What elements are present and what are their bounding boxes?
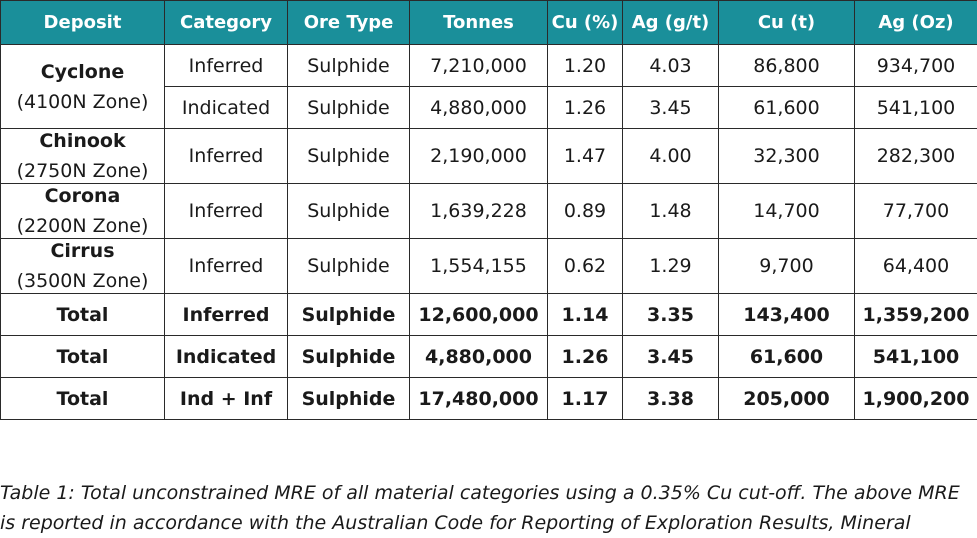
caption-line-1: Table 1: Total unconstrained MRE of all … [0,482,960,504]
cu-pct-cell: 0.89 [547,183,623,239]
caption-line-2: is reported in accordance with the Austr… [0,512,911,534]
ore-type-cell: Sulphide [287,86,410,129]
cu-t-cell: 86,800 [718,44,855,87]
total-row: Total Indicated Sulphide 4,880,000 1.26 … [0,335,977,378]
ore-type-cell: Sulphide [287,183,410,239]
cu-pct-cell: 1.17 [547,377,623,420]
table-row: Chinook (2750N Zone) Inferred Sulphide 2… [0,128,977,184]
cu-t-cell: 61,600 [718,86,855,129]
ag-oz-cell: 1,900,200 [854,377,977,420]
total-label: Total [0,293,165,336]
ag-gt-cell: 1.29 [622,238,719,294]
deposit-name: Chinook [39,130,126,152]
cu-t-cell: 205,000 [718,377,855,420]
table-row: Cyclone (4100N Zone) Inferred Sulphide 7… [0,44,977,129]
ag-oz-cell: 541,100 [854,86,977,129]
deposit-zone: (3500N Zone) [16,270,149,292]
deposit-zone: (2750N Zone) [16,160,149,182]
cu-pct-cell: 1.47 [547,128,623,184]
category-cell: Indicated [164,335,288,378]
tonnes-cell: 7,210,000 [409,44,548,87]
tonnes-cell: 1,639,228 [409,183,548,239]
header-deposit: Deposit [0,0,165,45]
deposit-name: Cirrus [50,240,115,262]
deposit-cell: Chinook (2750N Zone) [0,128,165,184]
cu-pct-cell: 1.26 [547,335,623,378]
ag-gt-cell: 1.48 [622,183,719,239]
category-cell: Inferred [164,183,288,239]
header-category: Category [164,0,288,45]
table-caption: Table 1: Total unconstrained MRE of all … [0,478,977,538]
category-cell: Inferred [164,238,288,294]
mre-table: Deposit Category Ore Type Tonnes Cu (%) … [0,0,977,420]
tonnes-cell: 4,880,000 [409,86,548,129]
tonnes-cell: 12,600,000 [409,293,548,336]
deposit-cell: Corona (2200N Zone) [0,183,165,239]
total-label: Total [0,377,165,420]
ag-gt-cell: 3.35 [622,293,719,336]
table-row: Indicated Sulphide 4,880,000 1.26 3.45 6… [1,86,977,129]
cu-pct-cell: 1.26 [547,86,623,129]
total-row: Total Ind + Inf Sulphide 17,480,000 1.17… [0,377,977,420]
ag-gt-cell: 4.03 [622,44,719,87]
total-row: Total Inferred Sulphide 12,600,000 1.14 … [0,293,977,336]
deposit-cell: Cyclone (4100N Zone) [0,44,165,129]
category-cell: Inferred [164,293,288,336]
table-row: Cirrus (3500N Zone) Inferred Sulphide 1,… [0,238,977,294]
cu-t-cell: 14,700 [718,183,855,239]
ag-oz-cell: 282,300 [854,128,977,184]
ag-oz-cell: 934,700 [854,44,977,87]
cu-t-cell: 9,700 [718,238,855,294]
category-cell: Ind + Inf [164,377,288,420]
header-ag-oz: Ag (Oz) [854,0,977,45]
ag-oz-cell: 77,700 [854,183,977,239]
cu-t-cell: 61,600 [718,335,855,378]
tonnes-cell: 1,554,155 [409,238,548,294]
header-row: Deposit Category Ore Type Tonnes Cu (%) … [0,0,977,45]
category-cell: Inferred [164,128,288,184]
category-cell: Inferred [164,44,288,87]
cu-t-cell: 32,300 [718,128,855,184]
ore-type-cell: Sulphide [287,44,410,87]
deposit-zone: (4100N Zone) [16,90,149,113]
ore-type-cell: Sulphide [287,335,410,378]
ore-type-cell: Sulphide [287,377,410,420]
ag-gt-cell: 4.00 [622,128,719,184]
header-cu-t: Cu (t) [718,0,855,45]
deposit-cell: Cirrus (3500N Zone) [0,238,165,294]
ag-gt-cell: 3.38 [622,377,719,420]
header-tonnes: Tonnes [409,0,548,45]
deposit-zone: (2200N Zone) [16,215,149,237]
ag-gt-cell: 3.45 [622,335,719,378]
header-ag-gt: Ag (g/t) [622,0,719,45]
tonnes-cell: 17,480,000 [409,377,548,420]
deposit-name: Corona [44,185,121,207]
ag-gt-cell: 3.45 [622,86,719,129]
table-row: Corona (2200N Zone) Inferred Sulphide 1,… [0,183,977,239]
deposit-name: Cyclone [40,60,125,83]
ag-oz-cell: 64,400 [854,238,977,294]
ag-oz-cell: 541,100 [854,335,977,378]
header-ore-type: Ore Type [287,0,410,45]
tonnes-cell: 4,880,000 [409,335,548,378]
cu-pct-cell: 1.14 [547,293,623,336]
cu-t-cell: 143,400 [718,293,855,336]
total-label: Total [0,335,165,378]
ore-type-cell: Sulphide [287,128,410,184]
header-cu-pct: Cu (%) [547,0,623,45]
tonnes-cell: 2,190,000 [409,128,548,184]
category-cell: Indicated [164,86,288,129]
cu-pct-cell: 0.62 [547,238,623,294]
ore-type-cell: Sulphide [287,238,410,294]
ore-type-cell: Sulphide [287,293,410,336]
cu-pct-cell: 1.20 [547,44,623,87]
ag-oz-cell: 1,359,200 [854,293,977,336]
